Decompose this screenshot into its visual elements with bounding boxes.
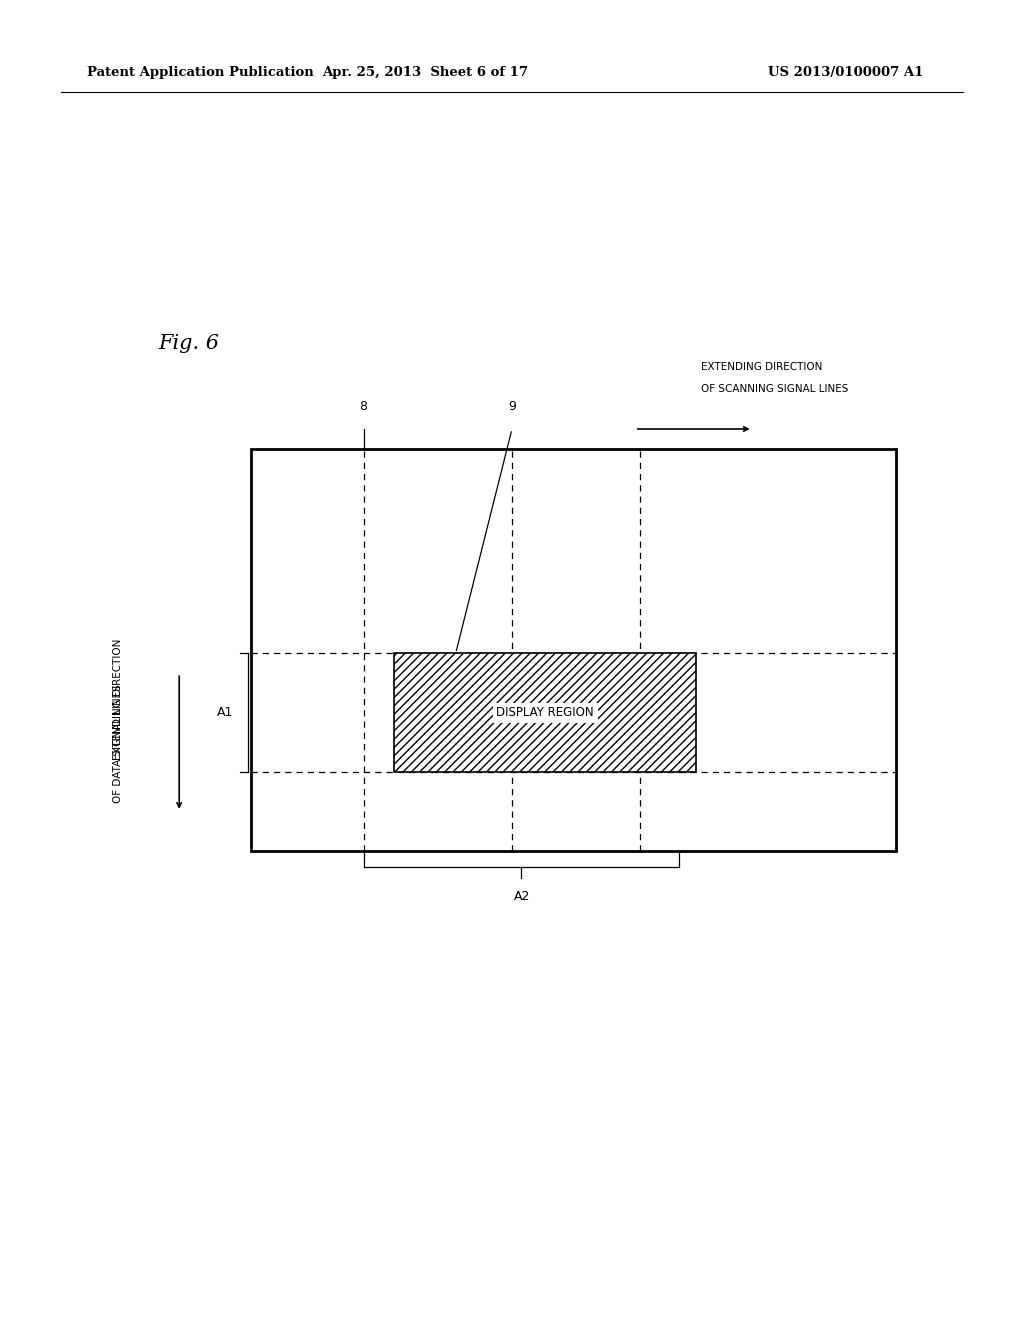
Text: EXTENDING DIRECTION: EXTENDING DIRECTION bbox=[113, 639, 123, 760]
Text: US 2013/0100007 A1: US 2013/0100007 A1 bbox=[768, 66, 924, 79]
Text: Patent Application Publication: Patent Application Publication bbox=[87, 66, 313, 79]
Text: EXTENDING DIRECTION: EXTENDING DIRECTION bbox=[701, 362, 823, 372]
Text: OF SCANNING SIGNAL LINES: OF SCANNING SIGNAL LINES bbox=[701, 384, 849, 395]
Bar bbox=[251, 449, 896, 851]
Text: OF DATA SIGNAL LINES: OF DATA SIGNAL LINES bbox=[113, 684, 123, 803]
Text: Apr. 25, 2013  Sheet 6 of 17: Apr. 25, 2013 Sheet 6 of 17 bbox=[322, 66, 528, 79]
Bar bbox=[394, 653, 696, 772]
Text: A2: A2 bbox=[514, 890, 530, 903]
Text: A1: A1 bbox=[217, 706, 233, 719]
Text: Fig. 6: Fig. 6 bbox=[159, 334, 220, 352]
Text: DISPLAY REGION: DISPLAY REGION bbox=[497, 706, 594, 719]
Text: 9: 9 bbox=[508, 400, 516, 413]
Text: 8: 8 bbox=[359, 400, 368, 413]
